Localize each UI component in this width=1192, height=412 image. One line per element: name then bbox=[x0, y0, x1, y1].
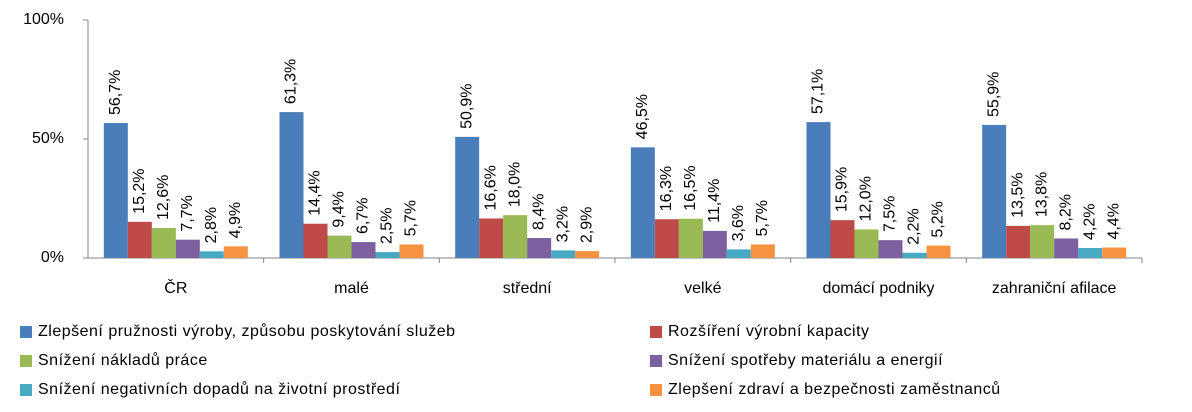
value-label: 12,0% bbox=[858, 176, 875, 221]
legend-label: Zlepšení zdraví a bezpečnosti zaměstnanc… bbox=[668, 380, 1001, 398]
x-tick-label: zahraniční afilace bbox=[992, 280, 1117, 297]
x-tick-label: malé bbox=[334, 280, 369, 297]
value-label: 4,4% bbox=[1105, 203, 1122, 239]
value-label: 12,6% bbox=[155, 175, 172, 220]
y-tick-label: 50% bbox=[32, 130, 64, 147]
value-label: 16,3% bbox=[658, 166, 675, 211]
value-label: 61,3% bbox=[283, 59, 300, 104]
bar bbox=[678, 218, 703, 258]
bar bbox=[103, 123, 128, 258]
bar bbox=[1030, 225, 1055, 258]
value-label: 2,9% bbox=[578, 207, 595, 243]
value-label: 3,6% bbox=[730, 205, 747, 241]
value-label: 5,7% bbox=[754, 200, 771, 236]
bar bbox=[127, 221, 152, 258]
bar bbox=[527, 238, 552, 258]
value-label: 5,2% bbox=[930, 201, 947, 237]
legend-swatch bbox=[650, 355, 662, 367]
bar bbox=[303, 223, 328, 258]
legend-label: Zlepšení pružnosti výroby, způsobu posky… bbox=[38, 322, 456, 340]
x-tick-label: střední bbox=[503, 280, 552, 297]
value-label: 9,4% bbox=[331, 191, 348, 227]
value-label: 7,7% bbox=[179, 195, 196, 231]
bar bbox=[982, 124, 1007, 258]
bar bbox=[830, 220, 855, 258]
bar bbox=[1078, 248, 1103, 258]
bar bbox=[1102, 247, 1127, 258]
value-label: 16,5% bbox=[682, 165, 699, 210]
legend-swatch bbox=[20, 355, 32, 367]
bar bbox=[726, 249, 751, 258]
bar bbox=[455, 136, 480, 258]
value-label: 18,0% bbox=[506, 162, 523, 207]
value-label: 46,5% bbox=[634, 94, 651, 139]
value-label: 56,7% bbox=[107, 70, 124, 115]
legend-label: Snížení negativních dopadů na životní pr… bbox=[38, 380, 400, 398]
value-label: 5,7% bbox=[403, 200, 420, 236]
value-label: 50,9% bbox=[458, 83, 475, 128]
value-label: 2,5% bbox=[379, 208, 396, 244]
bar bbox=[351, 242, 376, 258]
value-label: 11,4% bbox=[706, 179, 723, 223]
value-label: 15,2% bbox=[131, 168, 148, 213]
bar bbox=[223, 246, 248, 258]
bar bbox=[279, 112, 304, 258]
value-label: 2,8% bbox=[203, 207, 220, 243]
bar bbox=[854, 229, 879, 258]
value-label: 2,2% bbox=[906, 208, 923, 244]
value-label: 4,2% bbox=[1081, 204, 1098, 240]
legend-label: Snížení nákladů práce bbox=[38, 351, 208, 369]
bar bbox=[630, 147, 655, 258]
bar bbox=[806, 122, 831, 259]
bar bbox=[575, 251, 600, 258]
y-tick-label: 100% bbox=[23, 11, 64, 28]
bar bbox=[399, 244, 424, 258]
value-label: 15,9% bbox=[834, 167, 851, 212]
value-label: 13,5% bbox=[1009, 172, 1026, 217]
bar bbox=[479, 218, 504, 258]
value-label: 4,9% bbox=[227, 202, 244, 238]
bar bbox=[151, 228, 176, 258]
bar bbox=[175, 239, 200, 258]
legend-swatch bbox=[20, 326, 32, 338]
x-tick-label: domácí podniky bbox=[822, 280, 934, 297]
legend-swatch bbox=[20, 384, 32, 396]
legend-label: Rozšíření výrobní kapacity bbox=[668, 323, 870, 340]
bar bbox=[551, 250, 576, 258]
legend-swatch bbox=[650, 326, 662, 338]
legend-label: Snížení spotřeby materiálu a energií bbox=[668, 352, 943, 369]
bar bbox=[750, 244, 775, 258]
bar bbox=[902, 252, 927, 258]
bar bbox=[878, 240, 903, 258]
bar bbox=[702, 230, 727, 258]
value-label: 3,2% bbox=[554, 206, 571, 242]
bar bbox=[926, 245, 951, 258]
y-tick-label: 0% bbox=[41, 249, 64, 266]
value-label: 6,7% bbox=[355, 198, 372, 234]
value-label: 14,4% bbox=[307, 170, 324, 215]
bar bbox=[375, 252, 400, 258]
value-label: 8,2% bbox=[1057, 194, 1074, 230]
bar bbox=[1054, 238, 1079, 258]
value-label: 57,1% bbox=[810, 69, 827, 114]
x-tick-label: velké bbox=[684, 280, 721, 297]
x-tick-label: ČR bbox=[164, 278, 187, 297]
value-label: 13,8% bbox=[1033, 172, 1050, 217]
bar bbox=[654, 219, 679, 258]
bar bbox=[327, 235, 352, 258]
value-label: 16,6% bbox=[482, 165, 499, 210]
value-label: 7,5% bbox=[882, 196, 899, 232]
bar bbox=[1006, 225, 1031, 258]
legend-swatch bbox=[650, 384, 662, 396]
bar bbox=[503, 215, 528, 258]
value-label: 55,9% bbox=[985, 72, 1002, 117]
bar bbox=[199, 251, 224, 258]
value-label: 8,4% bbox=[530, 194, 547, 230]
